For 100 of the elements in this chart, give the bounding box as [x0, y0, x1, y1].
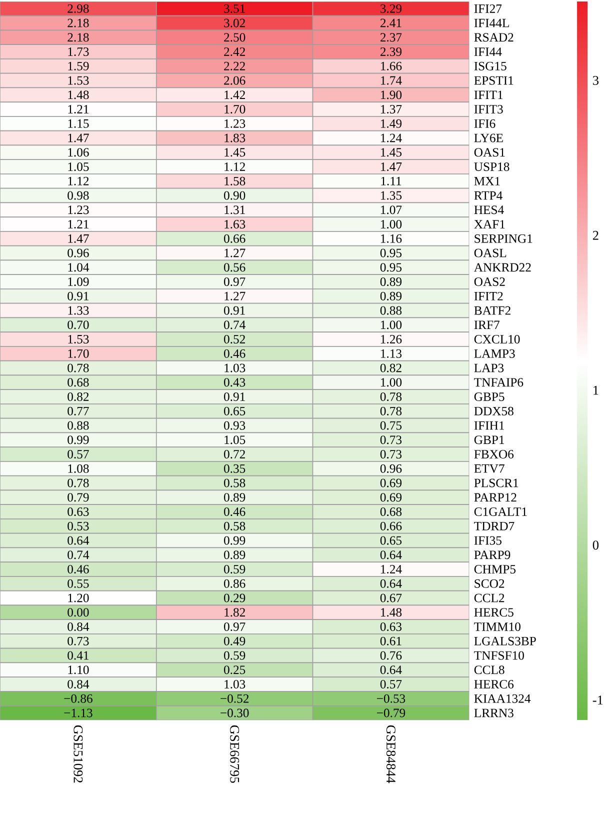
- y-tick-label: CCL2: [474, 594, 504, 602]
- data-label: 2.18: [68, 33, 89, 42]
- data-label: 0.35: [224, 464, 246, 473]
- data-label: 1.45: [381, 148, 402, 157]
- data-label: −0.79: [377, 708, 406, 718]
- data-label: 0.58: [224, 478, 246, 488]
- data-label: 1.82: [224, 608, 246, 617]
- data-label: 1.12: [224, 162, 246, 172]
- y-tick-label: IRF7: [474, 320, 500, 330]
- data-label: 1.58: [224, 176, 246, 186]
- data-label: 0.61: [380, 636, 402, 646]
- data-label: 0.96: [380, 464, 402, 473]
- data-label: 0.84: [68, 680, 90, 689]
- y-tick-label: KIAA1324: [474, 694, 531, 703]
- data-label: 0.65: [224, 406, 246, 416]
- y-tick-label: ANKRD22: [474, 263, 531, 272]
- data-label: 0.74: [224, 320, 246, 330]
- data-label: 0.78: [380, 406, 402, 416]
- data-label: 1.08: [68, 464, 89, 473]
- y-tick-label: LY6E: [474, 134, 503, 142]
- data-label: 1.03: [224, 680, 246, 689]
- y-tick-label: IFIT1: [474, 90, 503, 100]
- data-label: 2.37: [380, 33, 402, 42]
- data-label: 0.59: [224, 651, 246, 660]
- data-label: 0.82: [68, 392, 89, 402]
- data-label: 2.42: [224, 47, 246, 56]
- data-label: 1.47: [68, 134, 89, 142]
- data-label: 0.78: [68, 478, 89, 488]
- data-label: 1.06: [68, 148, 89, 157]
- color-bar-label: 1: [594, 386, 598, 395]
- data-label: 1.23: [224, 119, 246, 128]
- data-label: 1.26: [381, 334, 402, 344]
- y-tick-label: CXCL10: [474, 334, 520, 344]
- y-tick-label: USP18: [474, 162, 510, 172]
- data-label: 1.47: [381, 162, 402, 172]
- data-label: 0.57: [68, 450, 89, 459]
- data-label: 1.83: [224, 134, 246, 142]
- data-label: 1.16: [381, 234, 402, 243]
- data-label: 0.73: [380, 436, 402, 444]
- data-label: 1.63: [224, 220, 246, 229]
- data-label: −0.52: [220, 694, 249, 703]
- data-label: −0.53: [377, 694, 406, 703]
- data-label: 0.90: [224, 191, 246, 200]
- data-label: 1.42: [224, 90, 246, 100]
- data-label: 1.21: [68, 104, 89, 114]
- data-label: 1.07: [381, 206, 402, 214]
- data-label: 1.00: [381, 378, 402, 387]
- y-tick-label: TNFSF10: [474, 651, 524, 660]
- data-label: 0.95: [380, 263, 402, 272]
- data-label: 2.06: [224, 76, 246, 85]
- data-label: 0.98: [68, 191, 89, 200]
- data-label: 1.48: [381, 608, 402, 617]
- y-tick-label: HES4: [474, 206, 504, 214]
- y-tick-label: LAP3: [474, 364, 504, 372]
- data-label: 2.50: [224, 33, 246, 42]
- data-label: 2.98: [68, 4, 89, 13]
- data-label: 0.49: [224, 636, 246, 646]
- data-label: 0.46: [224, 507, 246, 516]
- y-tick-label: PLSCR1: [474, 478, 518, 488]
- data-label: 0.97: [224, 622, 246, 632]
- data-label: 0.88: [380, 306, 402, 315]
- data-label: 0.66: [224, 234, 246, 243]
- data-label: 2.39: [380, 47, 402, 56]
- data-label: 0.78: [380, 392, 402, 402]
- data-label: 1.20: [68, 594, 89, 602]
- data-label: 1.47: [68, 234, 89, 243]
- y-tick-label: XAF1: [474, 220, 505, 228]
- data-label: 0.89: [380, 277, 402, 286]
- y-tick-label: GBP5: [474, 392, 504, 401]
- y-tick-label: MX1: [474, 176, 500, 186]
- y-tick-label: OAS2: [474, 278, 505, 286]
- y-tick-label: OASL: [474, 248, 506, 258]
- color-bar-label: -1: [592, 696, 603, 704]
- y-tick-label: IFI27: [474, 4, 502, 13]
- color-bar-label: 2: [593, 230, 598, 240]
- y-tick-label: LRRN3: [474, 708, 514, 718]
- data-label: 1.74: [381, 76, 402, 85]
- data-label: 0.70: [68, 320, 89, 330]
- color-bar-label: 0: [592, 540, 599, 550]
- data-label: 1.35: [381, 191, 402, 200]
- data-label: 3.51: [224, 4, 245, 13]
- data-label: 0.64: [380, 550, 402, 560]
- y-tick-label: SERPING1: [474, 234, 532, 243]
- y-tick-label: HERC6: [474, 680, 514, 688]
- y-tick-label: CHMP5: [474, 564, 516, 574]
- data-label: 0.69: [380, 478, 402, 488]
- y-tick-label: RTP4: [474, 191, 502, 200]
- data-label: 1.00: [381, 320, 402, 330]
- data-label: 1.48: [68, 90, 89, 100]
- data-label: 0.74: [68, 550, 90, 560]
- data-label: 1.00: [381, 220, 402, 229]
- y-tick-label: PARP9: [474, 550, 510, 560]
- data-label: 0.55: [68, 579, 89, 588]
- y-tick-label: BATF2: [474, 306, 510, 315]
- data-label: 1.49: [381, 119, 402, 128]
- data-label: 0.52: [224, 334, 246, 344]
- y-tick-label: ETV7: [474, 464, 504, 473]
- data-label: 0.41: [68, 651, 89, 660]
- data-label: 0.43: [224, 378, 246, 387]
- data-label: 0.86: [224, 579, 246, 588]
